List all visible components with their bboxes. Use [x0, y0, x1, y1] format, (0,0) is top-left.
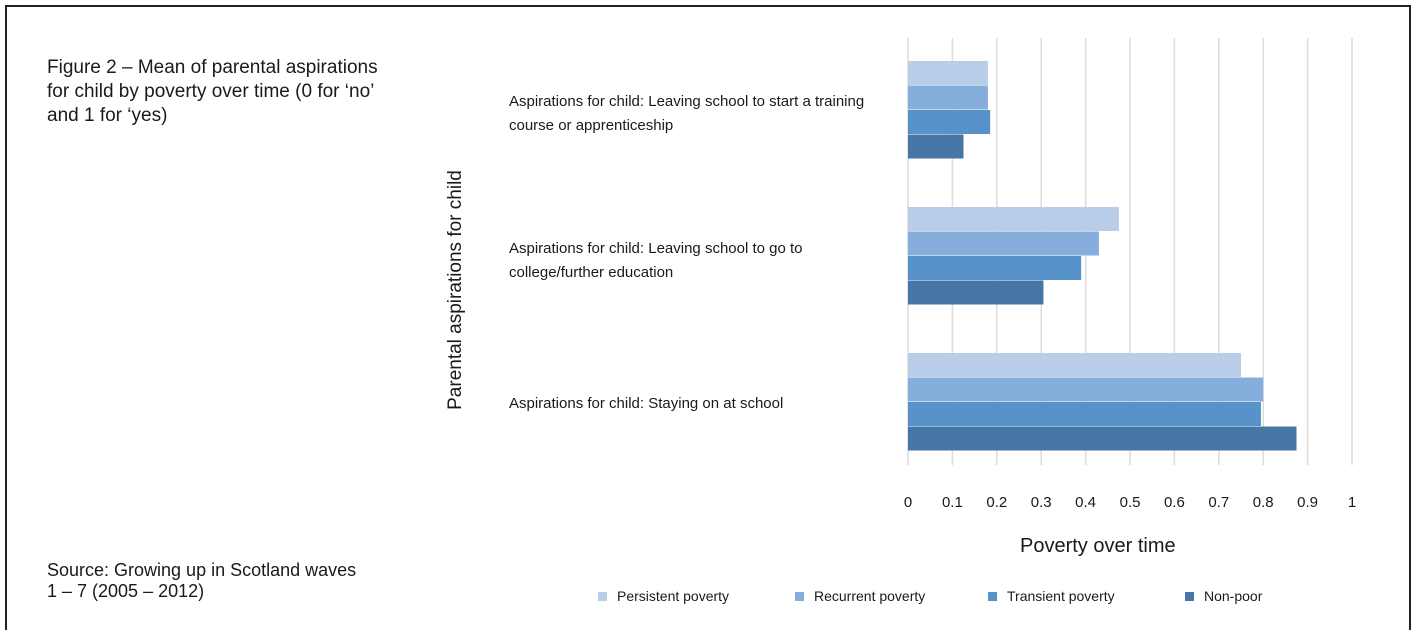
legend-swatch: [1185, 591, 1194, 601]
legend-item: Non-poor: [1185, 588, 1262, 604]
legend-label: Transient poverty: [1007, 588, 1115, 604]
x-tick-label: 0.4: [1075, 494, 1096, 511]
legend-swatch: [598, 591, 607, 601]
x-tick-label: 0.8: [1253, 494, 1274, 511]
figure-frame: [5, 5, 1411, 630]
bar: [908, 85, 988, 110]
bar: [908, 231, 1099, 256]
bar: [908, 207, 1119, 231]
legend-label: Non-poor: [1204, 588, 1263, 604]
figure-caption: Figure 2 – Mean of parental aspirations …: [47, 57, 378, 126]
x-tick-label: 0.6: [1164, 494, 1185, 511]
bar: [908, 402, 1261, 426]
legend-swatch: [795, 591, 804, 601]
x-tick-label: 1: [1348, 494, 1356, 511]
x-axis-title: Poverty over time: [1020, 535, 1176, 557]
legend-label: Persistent poverty: [617, 588, 730, 604]
x-tick-label: 0.1: [942, 494, 963, 511]
category-label: Aspirations for child: Leaving school to…: [509, 93, 865, 134]
x-tick-label: 0.3: [1031, 494, 1052, 511]
category-label: Aspirations for child: Leaving school to…: [509, 240, 803, 281]
x-tick-label: 0.9: [1297, 494, 1318, 511]
x-tick-label: 0.5: [1120, 494, 1141, 511]
legend-item: Recurrent poverty: [795, 588, 925, 604]
legend-item: Persistent poverty: [598, 588, 729, 604]
bar: [908, 110, 991, 134]
x-tick-label: 0: [904, 494, 912, 511]
bar: [908, 61, 988, 85]
bar: [908, 280, 1044, 305]
x-tick-label: 0.2: [986, 494, 1007, 511]
legend-item: Transient poverty: [988, 588, 1115, 604]
category-label: Aspirations for child: Staying on at sch…: [509, 395, 784, 412]
bar: [908, 134, 964, 159]
bar: [908, 377, 1264, 402]
bar: [908, 256, 1082, 280]
bar: [908, 426, 1297, 451]
bar: [908, 353, 1241, 377]
legend-label: Recurrent poverty: [814, 588, 926, 604]
figure-source: Source: Growing up in Scotland waves 1 –…: [47, 560, 357, 601]
x-tick-label: 0.7: [1208, 494, 1229, 511]
legend-swatch: [988, 591, 997, 601]
